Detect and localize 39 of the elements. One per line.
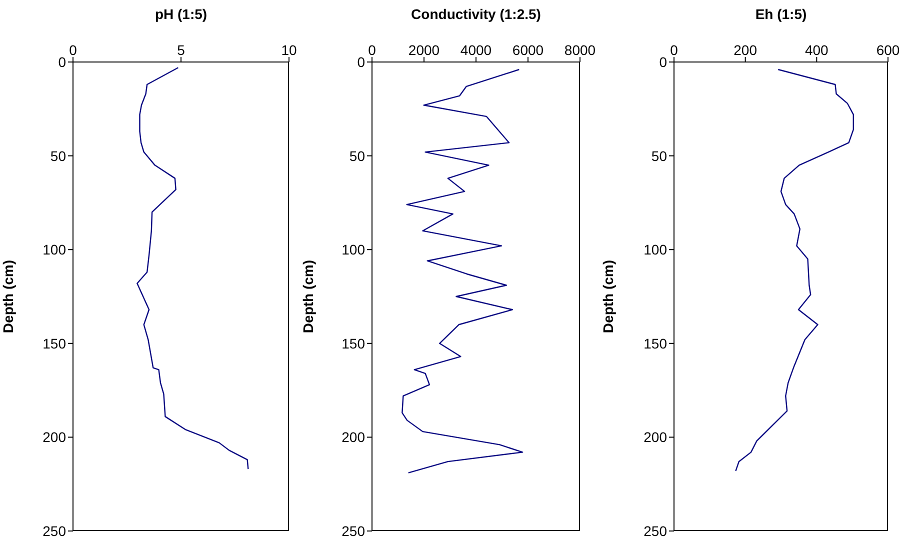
x-tick-label: 400 (804, 42, 829, 58)
chart-title: Eh (1:5) (754, 6, 808, 22)
x-tick-label: 2000 (408, 42, 440, 58)
y-tick-label: 0 (659, 54, 668, 70)
y-tick-label: 0 (58, 54, 66, 70)
y-tick-label: 200 (644, 429, 668, 446)
x-tick-label: 4000 (460, 42, 492, 58)
y-tick-label: 200 (342, 429, 366, 446)
y-tick-label: 50 (50, 148, 66, 164)
y-axis-title: Depth (cm) (0, 260, 16, 334)
y-tick-label: 150 (42, 335, 66, 352)
y-tick-label: 100 (342, 242, 366, 258)
x-tick-label: 200 (734, 42, 758, 58)
y-tick-label: 100 (42, 242, 66, 258)
line-series (735, 68, 854, 472)
y-axis-title: Depth (cm) (300, 260, 316, 334)
x-tick-label: 600 (876, 42, 900, 58)
chart-title: Conductivity (1:2.5) (410, 6, 542, 22)
line-series (136, 67, 249, 470)
x-tick-label: 10 (281, 42, 297, 58)
y-tick-label: 250 (644, 522, 668, 539)
x-tick-label: 6000 (512, 42, 544, 58)
y-tick-label: 200 (42, 429, 66, 446)
y-tick-label: 50 (349, 148, 366, 164)
line-series (402, 68, 524, 474)
x-tick-label: 5 (177, 42, 186, 58)
x-tick-label: 0 (368, 42, 376, 58)
chart-title: pH (1:5) (154, 6, 208, 22)
y-tick-label: 250 (42, 522, 66, 539)
x-tick-label: 8000 (564, 42, 596, 58)
y-tick-label: 100 (644, 242, 668, 258)
x-tick-label: 0 (670, 42, 678, 58)
y-tick-label: 250 (342, 522, 366, 539)
y-tick-label: 50 (651, 148, 668, 164)
y-axis-title: Depth (cm) (600, 260, 616, 334)
x-tick-label: 0 (69, 42, 78, 58)
y-tick-label: 0 (357, 54, 366, 70)
y-tick-label: 150 (342, 335, 366, 352)
y-tick-label: 150 (644, 335, 668, 352)
